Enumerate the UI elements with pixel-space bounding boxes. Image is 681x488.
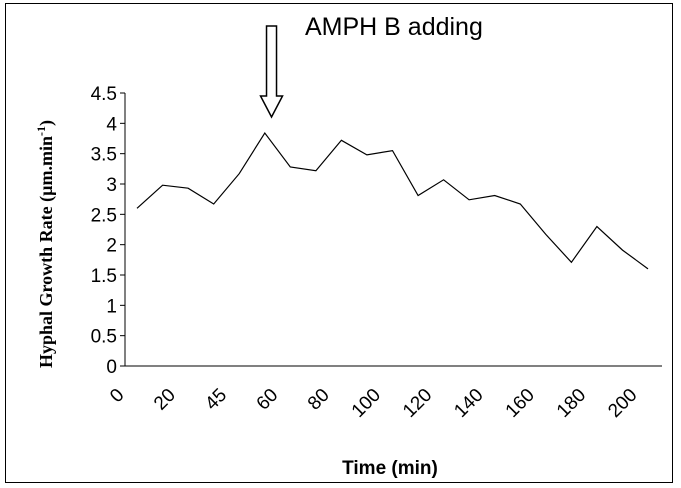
x-tick-label: 80 xyxy=(304,385,334,415)
y-tick-label: 3.5 xyxy=(91,145,117,166)
y-tick-label: 1 xyxy=(106,296,117,317)
x-axis-ticks: 0 20 45 60 80 100 120 140 160 180 200 xyxy=(106,385,641,422)
y-tick-label: 4 xyxy=(106,114,117,135)
y-axis-ticks: 0 0.5 1 1.5 2 2.5 3 3.5 4 4.5 xyxy=(91,84,125,378)
x-tick-label: 100 xyxy=(348,385,385,422)
y-tick-label: 4.5 xyxy=(91,84,117,105)
down-arrow-icon xyxy=(259,25,284,119)
x-tick-label: 20 xyxy=(150,385,180,415)
chart-frame xyxy=(5,3,673,483)
y-tick-label: 3 xyxy=(106,175,117,196)
y-tick-label: 2.5 xyxy=(91,205,117,226)
y-tick-label: 0.5 xyxy=(91,327,117,348)
x-tick-label: 160 xyxy=(502,385,539,422)
x-tick-label: 200 xyxy=(604,385,641,422)
series-line xyxy=(136,131,649,270)
y-tick-label: 2 xyxy=(106,236,117,257)
x-tick-label: 45 xyxy=(201,385,231,415)
y-axis-label-close: ) xyxy=(36,120,57,126)
x-tick-label: 60 xyxy=(253,385,283,415)
y-axis-label-superscript: -1 xyxy=(34,126,48,136)
y-axis-label-main: Hyphal Growth Rate (µm.min xyxy=(36,136,57,368)
x-axis-label: Time (min) xyxy=(342,458,438,479)
x-tick-label: 180 xyxy=(553,385,590,422)
x-tick-label: 0 xyxy=(106,385,128,407)
annotation-label: AMPH B adding xyxy=(305,13,483,41)
y-tick-label: 0 xyxy=(106,357,117,378)
series-points xyxy=(137,133,648,269)
x-tick-label: 140 xyxy=(450,385,487,422)
y-axis-label: Hyphal Growth Rate (µm.min-1) xyxy=(34,120,57,368)
x-tick-label: 120 xyxy=(399,385,436,422)
y-tick-label: 1.5 xyxy=(91,266,117,287)
